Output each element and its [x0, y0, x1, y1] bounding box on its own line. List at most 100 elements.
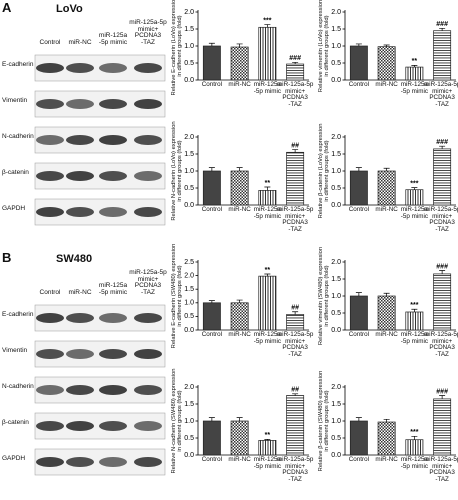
error-bar [439, 395, 446, 399]
x-tick-label: miR-125a-5p mimic+ PCDNA3 -TAZ [423, 81, 458, 108]
bar [202, 302, 221, 331]
lane-label: miR-125a -5p mimic [98, 32, 128, 47]
x-tick-label: miR-NC [228, 456, 251, 463]
error-bar [264, 439, 271, 441]
blot-row-label: Vimentin [2, 97, 28, 104]
y-tick-label: 2.0 [184, 384, 194, 391]
blot-band [66, 207, 94, 217]
error-bar [383, 292, 390, 296]
x-tick-label: miR-125a -5p mimic [253, 81, 282, 95]
lane-label: Control [39, 39, 61, 47]
bar [349, 45, 368, 81]
significance: ## [291, 387, 299, 394]
y-tick-label: 2.0 [331, 384, 341, 391]
bar [377, 170, 396, 206]
blot-row-label: E-cadherin [2, 311, 34, 318]
bar [405, 189, 424, 206]
blot-band [66, 421, 94, 431]
significance: *** [410, 429, 418, 436]
lane-label: Control [39, 289, 61, 297]
y-tick-label: 1.5 [184, 151, 194, 158]
significance: ** [265, 432, 271, 439]
panel-letter: A [2, 0, 12, 15]
blot-band [134, 457, 162, 467]
y-tick-label: 1.0 [184, 43, 194, 50]
x-tick-label: miR-NC [228, 331, 251, 338]
significance: ** [265, 267, 271, 274]
bar [405, 439, 424, 456]
y-tick-label: 0.0 [184, 202, 194, 209]
bar [286, 314, 305, 331]
error-bar [292, 311, 299, 315]
x-tick-label: Control [348, 331, 370, 338]
significance: ## [291, 305, 299, 312]
bar [286, 63, 305, 81]
y-tick-label: 1.0 [331, 168, 341, 175]
error-bar [383, 167, 390, 171]
x-tick-label: miR-NC [375, 331, 398, 338]
x-tick-label: miR-NC [375, 81, 398, 88]
blot-band [99, 421, 127, 431]
error-bar [236, 167, 243, 171]
error-bar [439, 27, 446, 31]
error-bar [383, 44, 390, 47]
y-tick-label: 0.5 [184, 60, 194, 67]
x-tick-label: Control [201, 206, 223, 213]
significance: ### [436, 139, 448, 146]
error-bar [355, 43, 362, 46]
x-tick-label: miR-125a -5p mimic [253, 456, 282, 470]
blot-row-label: N-cadherin [2, 383, 34, 390]
blot-band [134, 63, 162, 73]
x-tick-label: miR-125a-5p mimic+ PCDNA3 -TAZ [423, 331, 458, 358]
error-bar [439, 145, 446, 149]
blot-band [134, 171, 162, 181]
blot-band [36, 171, 64, 181]
y-tick-label: 0.5 [184, 185, 194, 192]
error-bar [292, 61, 299, 65]
error-bar [411, 435, 418, 440]
y-tick-label: 0.0 [331, 327, 341, 334]
blot-band [134, 99, 162, 109]
y-tick-label: 0.0 [331, 77, 341, 84]
blot-band [36, 457, 64, 467]
error-bar [411, 308, 418, 312]
x-tick-label: miR-125a -5p mimic [400, 206, 429, 220]
x-tick-label: miR-NC [375, 206, 398, 213]
error-bar [208, 300, 215, 303]
blot-row-label: β-catenin [2, 169, 29, 176]
error-bar [383, 418, 390, 423]
blot-row-label: β-catenin [2, 419, 29, 426]
y-axis-label: Relative N-cadherin (LoVo) expression in… [170, 121, 183, 221]
error-bar [355, 292, 362, 296]
bar [258, 440, 277, 456]
blot-band [66, 99, 94, 109]
y-tick-label: 1.5 [184, 26, 194, 33]
y-tick-label: 1.0 [331, 418, 341, 425]
error-bar [355, 167, 362, 171]
blot-row-label: GAPDH [2, 455, 26, 462]
lane-label: miR-125a -5p mimic [98, 282, 128, 297]
y-tick-label: 1.5 [331, 151, 341, 158]
blot-band [36, 385, 64, 395]
bar [433, 273, 452, 331]
bar [230, 46, 249, 81]
y-tick-label: 1.5 [184, 401, 194, 408]
blot-band [134, 207, 162, 217]
y-axis-label: Relative vimentin (LoVo) expression in d… [317, 0, 330, 93]
blot-band [99, 349, 127, 359]
blot-band [134, 349, 162, 359]
y-axis-label: Relative N-cadherin (SW480) expression i… [170, 368, 183, 474]
blot-band [134, 135, 162, 145]
bar [286, 395, 305, 456]
x-tick-label: miR-125a-5p mimic+ PCDNA3 -TAZ [423, 206, 458, 233]
y-tick-label: 0.5 [331, 435, 341, 442]
y-tick-label: 1.0 [184, 168, 194, 175]
x-tick-label: miR-125a -5p mimic [253, 206, 282, 220]
y-tick-label: 0.5 [331, 310, 341, 317]
significance: *** [410, 181, 418, 188]
x-tick-label: miR-125a-5p mimic+ PCDNA3 -TAZ [276, 206, 314, 233]
blot-row-label: E-cadherin [2, 61, 34, 68]
blot-band [66, 63, 94, 73]
blot-band [134, 385, 162, 395]
